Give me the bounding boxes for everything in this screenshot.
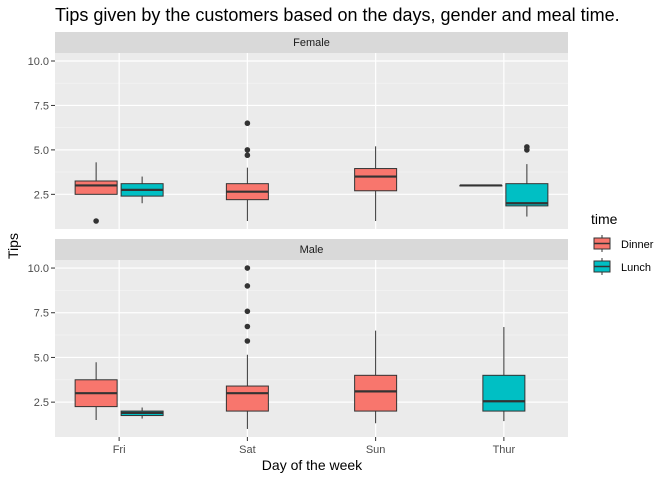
facet-strip <box>55 32 568 53</box>
box-body <box>354 168 398 192</box>
facet-strip-label: Male <box>300 244 324 256</box>
panel-male: Male 2.5 5.0 7.5 10.0 <box>28 239 568 437</box>
outlier-point <box>244 338 251 344</box>
box-body <box>354 374 398 412</box>
panel-background <box>55 53 568 229</box>
box-thur-lunch <box>505 144 549 217</box>
legend: time Dinner Lunch <box>591 211 654 275</box>
y-axis-title: Tips <box>5 233 21 259</box>
y-tick-label: 7.5 <box>34 100 49 112</box>
y-tick-label: 10.0 <box>28 263 49 275</box>
facet-strip <box>55 239 568 260</box>
box-fri-lunch <box>120 407 164 419</box>
box-body <box>225 385 269 412</box>
outlier-point <box>244 147 251 153</box>
box-sat-dinner <box>225 265 269 429</box>
legend-label-dinner: Dinner <box>621 239 654 251</box>
panel-female: Female 2.5 5.0 7.5 10.0 <box>28 32 568 229</box>
outlier-point <box>244 120 251 127</box>
outlier-point <box>93 218 99 224</box>
outlier-point <box>244 265 251 271</box>
x-axis-title: Day of the week <box>262 457 363 473</box>
box-body <box>482 374 526 412</box>
facet-panels: Female 2.5 5.0 7.5 10.0 Male 2.5 5.0 7.5 10.0 <box>28 32 568 437</box>
box-fri-dinner <box>74 162 118 224</box>
x-axis: Fri Sat Sun Thur <box>113 437 516 456</box>
outlier-point <box>244 152 251 159</box>
y-tick-label: 5.0 <box>34 352 49 364</box>
chart-title: Tips given by the customers based on the… <box>55 5 620 25</box>
outlier-point <box>244 308 251 315</box>
box-thur-lunch <box>482 327 526 422</box>
outlier-point <box>244 323 251 330</box>
box-sat-dinner <box>225 120 269 221</box>
box-sun-dinner <box>354 146 398 221</box>
outlier-point <box>524 144 530 150</box>
y-tick-label: 10.0 <box>28 56 49 68</box>
box-thur-dinner <box>459 184 503 187</box>
y-tick-label: 5.0 <box>34 145 49 157</box>
box-sun-dinner <box>354 330 398 424</box>
box-body <box>505 183 549 207</box>
y-tick-label: 2.5 <box>34 397 49 409</box>
legend-label-lunch: Lunch <box>621 262 651 274</box>
outlier-point <box>244 283 251 289</box>
facet-strip-label: Female <box>293 37 330 49</box>
box-body <box>74 180 118 195</box>
x-tick-label: Sat <box>239 444 256 456</box>
y-tick-label: 2.5 <box>34 189 49 201</box>
x-tick-label: Sun <box>366 444 386 456</box>
x-tick-label: Fri <box>113 444 126 456</box>
y-tick-label: 7.5 <box>34 308 49 320</box>
box-fri-lunch <box>120 176 164 204</box>
x-tick-label: Thur <box>493 444 516 456</box>
box-fri-dinner <box>74 362 118 421</box>
legend-title: time <box>591 211 618 227</box>
